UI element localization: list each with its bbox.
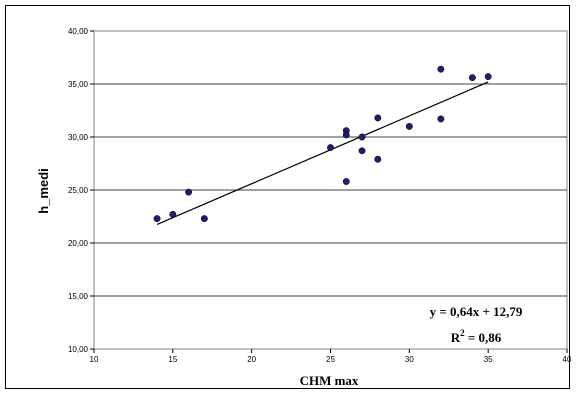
annotation-box: y = 0,64x + 12,79 R2 = 0,86 — [399, 298, 559, 348]
data-point — [342, 178, 350, 185]
data-point — [374, 155, 382, 163]
data-point — [437, 65, 445, 73]
data-point — [185, 188, 193, 196]
y-tick-labels: 10,00 15,00 20,00 25,00 30,00 35,00 40,00 — [68, 27, 94, 354]
x-tick-label: 30 — [405, 355, 414, 364]
x-axis-title: CHM max — [300, 373, 359, 388]
x-tick-label: 10 — [90, 355, 99, 364]
x-tick-label: 15 — [168, 355, 177, 364]
scatter-chart: 10,00 15,00 20,00 25,00 30,00 35,00 40,00 10 15… — [36, 27, 571, 388]
y-tick-label: 25,00 — [68, 186, 89, 195]
data-point — [468, 74, 476, 82]
annotation-background — [399, 298, 559, 348]
chart-frame: 10,00 15,00 20,00 25,00 30,00 35,00 40,00 10 15… — [5, 5, 571, 389]
y-tick-label: 40,00 — [68, 27, 89, 36]
y-tick-label: 10,00 — [68, 345, 89, 354]
r-squared-label: R2 = 0,86 — [451, 328, 502, 345]
y-tick-label: 20,00 — [68, 239, 89, 248]
y-tick-label: 15,00 — [68, 292, 89, 301]
x-tick-label: 40 — [563, 355, 571, 364]
x-tick-label: 35 — [484, 355, 493, 364]
y-axis-title: h_medi — [36, 168, 51, 214]
x-tick-label: 20 — [247, 355, 256, 364]
y-tick-label: 30,00 — [68, 133, 89, 142]
data-point — [358, 133, 366, 141]
data-points — [153, 65, 492, 223]
data-point — [358, 147, 366, 155]
equation-label: y = 0,64x + 12,79 — [430, 304, 523, 319]
x-tick-label: 25 — [326, 355, 335, 364]
data-point — [374, 114, 382, 122]
data-point — [484, 73, 492, 81]
data-point — [327, 144, 334, 152]
y-tick-label: 35,00 — [68, 80, 89, 89]
data-point — [342, 131, 350, 139]
data-point — [169, 210, 177, 218]
trendline — [156, 81, 489, 226]
data-point — [153, 215, 161, 223]
data-point — [437, 115, 445, 123]
data-point — [200, 215, 208, 223]
data-point — [405, 122, 413, 130]
gridlines — [94, 83, 567, 297]
x-tick-labels: 10 15 20 25 30 35 40 — [90, 349, 571, 364]
